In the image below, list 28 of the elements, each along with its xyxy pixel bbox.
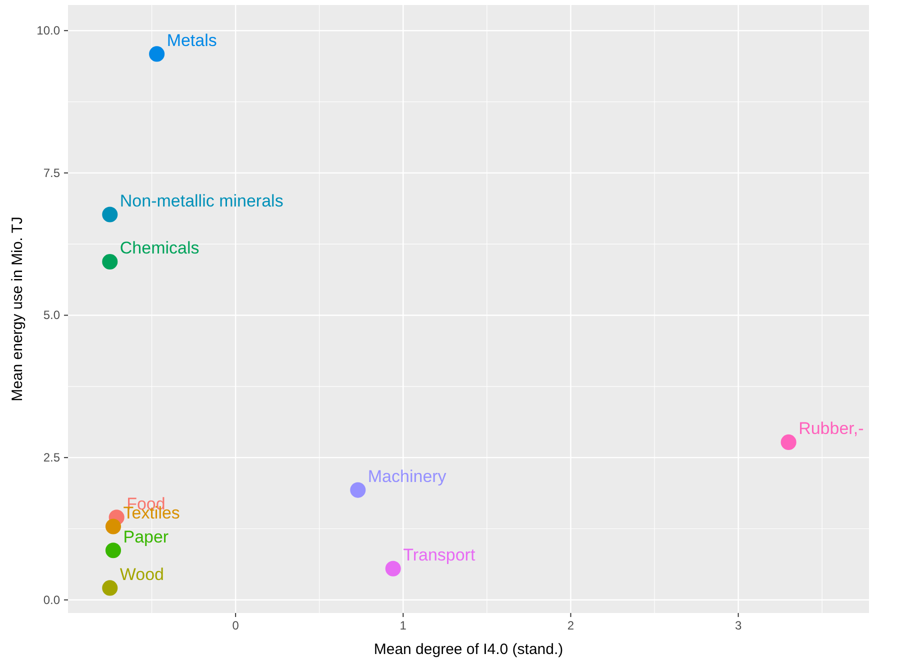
y-tick-label: 10.0: [36, 23, 60, 38]
series-label: Wood: [120, 564, 164, 584]
series-label: Non-metallic minerals: [120, 192, 284, 210]
series-label: Machinery: [368, 467, 447, 486]
x-axis-title: Mean degree of I4.0 (stand.): [374, 641, 564, 658]
point: [102, 254, 118, 270]
y-tick-label: 5.0: [43, 308, 60, 322]
series-label: Transport: [403, 546, 476, 565]
point: [105, 542, 122, 558]
series-label: Metals: [166, 30, 217, 50]
y-tick-label: 7.5: [43, 166, 60, 180]
point: [780, 434, 796, 450]
point: [385, 560, 401, 576]
x-tick-label: 3: [734, 618, 742, 633]
point: [149, 46, 165, 62]
y-tick-label: 0.0: [43, 592, 60, 607]
x-tick-label: 2: [567, 618, 574, 633]
point: [350, 482, 366, 498]
series-label: Paper: [123, 527, 169, 546]
series-label: Rubber,-: [798, 419, 864, 438]
point: [102, 206, 118, 222]
point: [105, 518, 122, 534]
x-tick-label: 1: [400, 618, 407, 633]
y-tick-label: 2.5: [43, 450, 60, 464]
series-label: Chemicals: [120, 238, 200, 258]
y-axis-title: Mean energy use in Mio. TJ: [9, 216, 26, 402]
point: [102, 580, 118, 596]
x-tick-label: 0: [232, 618, 240, 633]
